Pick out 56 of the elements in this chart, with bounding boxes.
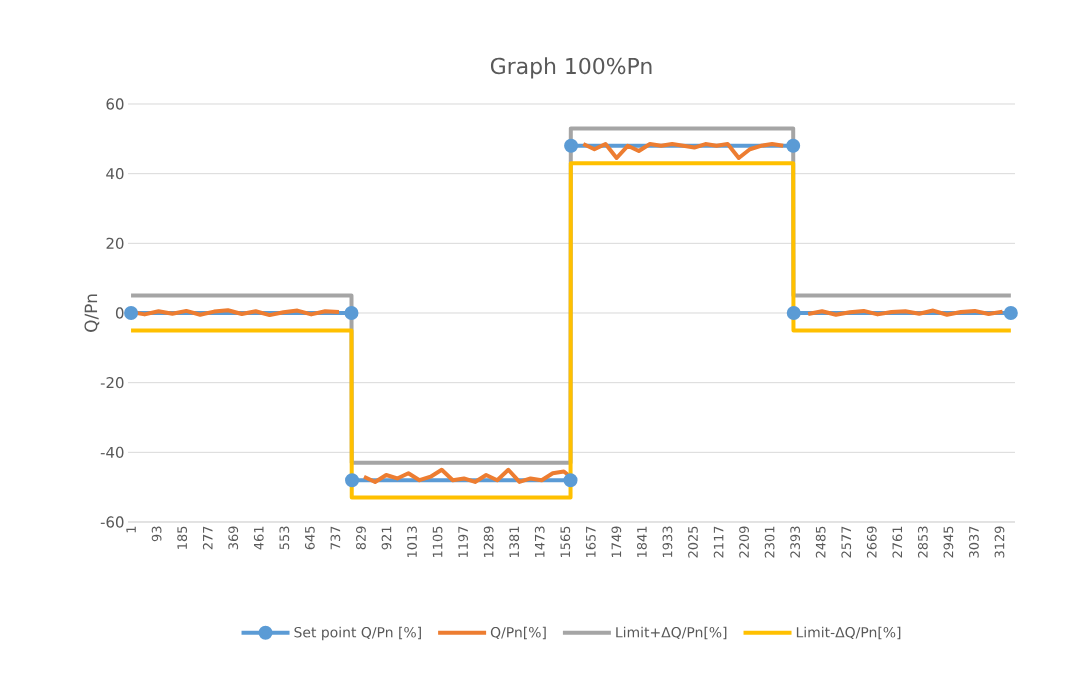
x-tick-label: 2945 bbox=[943, 526, 954, 558]
x-tick-label: 2853 bbox=[917, 526, 928, 558]
x-tick-label: 2577 bbox=[841, 526, 852, 558]
x-tick-label: 93 bbox=[151, 526, 162, 542]
chart-title: Graph 100%Pn bbox=[490, 57, 652, 79]
point bbox=[124, 306, 139, 320]
x-tick-label: 2209 bbox=[739, 526, 749, 558]
x-tick-label: 1381 bbox=[509, 526, 520, 558]
point bbox=[563, 473, 578, 488]
legend-label: Set point Q/Pn [%] bbox=[294, 626, 421, 641]
y-tick-label: -60 bbox=[100, 516, 124, 528]
x-tick-label: 2393 bbox=[790, 526, 801, 558]
y-axis-title: Q/Pn bbox=[84, 294, 100, 332]
x-tick-label: 3129 bbox=[994, 526, 1005, 558]
legend-label: Q/Pn[%] bbox=[490, 626, 546, 640]
y-tick-label: 60 bbox=[106, 98, 124, 110]
x-tick-label: 185 bbox=[177, 526, 188, 549]
x-tick-label: 1749 bbox=[611, 526, 622, 558]
point bbox=[1003, 306, 1018, 320]
x-tick-label: 645 bbox=[304, 526, 315, 550]
x-tick-label: 1473 bbox=[534, 526, 545, 558]
x-tick-label: 2761 bbox=[892, 526, 903, 558]
x-tick-label: 1841 bbox=[636, 526, 647, 558]
x-tick-label: 1197 bbox=[458, 526, 468, 558]
x-tick-label: 829 bbox=[356, 526, 366, 550]
x-tick-label: 369 bbox=[228, 526, 239, 550]
y-tick-label: -40 bbox=[100, 446, 124, 458]
x-tick-label: 2025 bbox=[688, 526, 698, 558]
point bbox=[786, 306, 801, 320]
x-tick-label: 1013 bbox=[407, 526, 417, 558]
y-tick-label: -20 bbox=[100, 377, 124, 389]
x-tick-label: 461 bbox=[253, 526, 264, 550]
x-tick-label: 1289 bbox=[483, 526, 494, 558]
x-tick-label: 277 bbox=[202, 526, 213, 550]
point bbox=[344, 306, 359, 320]
x-tick-label: 553 bbox=[279, 526, 290, 550]
x-tick-label: 737 bbox=[330, 526, 341, 550]
point bbox=[786, 138, 801, 153]
x-tick-label: 2669 bbox=[866, 526, 877, 558]
legend-label: Limit-ΔQ/Pn[%] bbox=[796, 626, 901, 640]
x-tick-label: 1565 bbox=[560, 526, 571, 558]
point bbox=[345, 473, 360, 488]
y-tick-label: 40 bbox=[106, 168, 124, 180]
x-tick-label: 1 bbox=[126, 526, 136, 533]
x-tick-label: 921 bbox=[381, 526, 392, 550]
x-tick-label: 3037 bbox=[969, 526, 979, 558]
y-tick-label: 0 bbox=[115, 307, 124, 319]
x-tick-label: 1105 bbox=[432, 526, 443, 558]
x-tick-label: 2301 bbox=[764, 526, 775, 558]
x-tick-label: 1933 bbox=[662, 526, 673, 558]
point bbox=[564, 138, 579, 153]
x-tick-label: 1657 bbox=[585, 526, 596, 558]
x-tick-label: 2117 bbox=[713, 526, 724, 558]
y-tick-label: 20 bbox=[106, 237, 124, 249]
legend-label: Limit+ΔQ/Pn[%] bbox=[616, 626, 727, 640]
x-tick-label: 2485 bbox=[815, 526, 826, 558]
